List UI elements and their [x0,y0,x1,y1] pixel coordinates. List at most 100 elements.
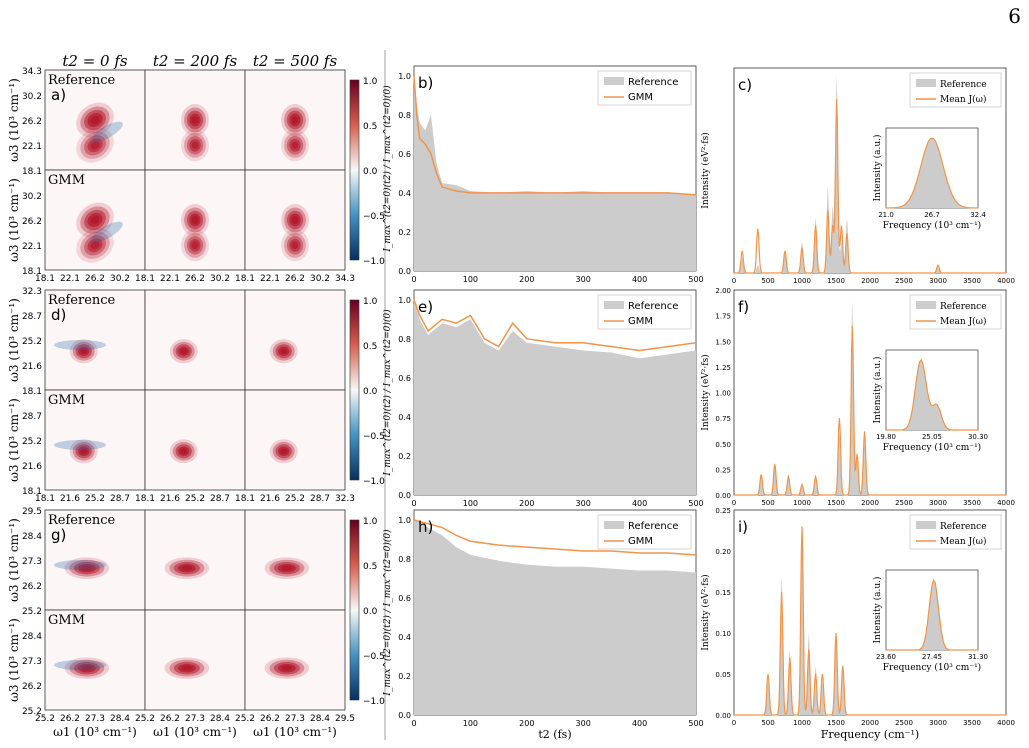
inset-x-tick: 32.4 [970,211,986,219]
map-cell [244,289,346,391]
contour-level [81,565,93,571]
map-cell [44,509,146,611]
map-x-tick: 28.7 [310,494,330,504]
legend-box [597,294,692,330]
row-label: Reference [48,513,116,528]
legend-mean-j-label: Mean J(ω) [940,94,987,105]
inset-y-label: Intensity (a.u.) [872,134,883,201]
map-y-tick: 21.6 [22,462,42,472]
spectrum-y-tick: 0.00 [715,712,731,720]
spectrum-x-tick: 2000 [861,499,879,507]
negative-contour [54,440,106,450]
t2-axis-label: t2 (fs) [538,728,571,741]
colorbar-tick: 1.0 [363,297,378,307]
legend-box [909,514,1002,550]
map-cell-frame [44,509,146,611]
map-y-tick: 34.3 [22,67,42,77]
inset-x-label: Frequency (10³ cm⁻¹) [883,662,981,673]
legend: Reference GMM [597,514,692,550]
map-y-tick: 21.6 [22,362,42,372]
inset-mean-j-line [886,358,978,431]
inset-mean-j-line [886,578,978,651]
contour-level [180,448,188,455]
frequency-axis-label: Frequency (cm⁻¹) [821,728,919,741]
panel-label: c) [738,76,752,94]
map-x-tick: 25.2 [35,714,55,724]
legend-reference-label: Reference [628,521,678,532]
reference-area [734,530,1006,715]
inset-mean-j-line [886,137,978,209]
colorbar-tick: 0.5 [363,562,377,572]
decay-plot: 0.0 0.2 0.4 0.6 0.8 1.0 0 100 200 300 400 500 h) Refe… [382,509,704,728]
spectrum-x-tick: 3000 [929,499,947,507]
map-cell-frame [244,609,346,711]
map-x-tick: 27.3 [85,714,105,724]
legend-box [597,514,692,550]
map-x-tick: 26.2 [260,714,280,724]
map-x-tick: 25.2 [235,714,255,724]
decay-y-tick: 0.8 [398,111,411,120]
map-x-tick: 22.1 [260,274,280,284]
panel-label: f) [738,298,749,316]
decay-x-tick: 400 [632,499,647,508]
gmm-line [413,299,697,352]
decay-y-tick: 0.2 [398,228,411,237]
decay-y-tick: 0.4 [398,633,411,642]
legend-box [909,72,1002,108]
contour-level [180,348,188,355]
spectrum-x-tick: 3500 [963,719,981,727]
map-y-tick: 28.7 [22,312,42,322]
map-x-tick: 28.4 [210,714,230,724]
spectrum-x-tick: 4000 [997,499,1015,507]
map-y-tick: 29.5 [22,507,42,517]
decay-y-tick: 0.8 [398,335,411,344]
omega3-axis-label: ω3 (10³ cm⁻¹) [7,618,21,702]
spectrum-x-tick: 500 [761,499,774,507]
spectrum-y-tick: 1.25 [715,364,731,372]
colorbar-tick: −0.5 [363,212,385,222]
decay-x-tick: 0 [411,719,416,728]
map-y-tick: 26.2 [22,117,42,127]
legend: Reference Mean J(ω) [909,294,1002,330]
map-cell [144,169,246,271]
legend-mean-j-label: Mean J(ω) [940,316,987,327]
spectrum-x-tick: 2000 [861,277,879,285]
map-y-tick: 30.2 [22,92,42,102]
spectrum-x-tick: 1000 [793,499,811,507]
inset-x-label: Frequency (10³ cm⁻¹) [883,442,981,453]
decay-x-tick: 200 [519,719,534,728]
legend-swatch-reference [916,301,936,309]
colorbar-tick: 0.5 [363,122,377,132]
colorbar-tick: −1.0 [363,697,385,707]
map-x-tick: 18.1 [135,494,155,504]
negative-contour [91,121,123,143]
decay-y-tick: 0.2 [398,672,411,681]
map-y-tick: 18.1 [22,267,42,277]
legend-swatch-reference [604,301,624,309]
map-x-tick: 28.4 [110,714,130,724]
map-x-tick: 30.2 [110,274,130,284]
decay-y-tick: 0.6 [398,594,411,603]
spectrum-y-tick: 0.50 [715,441,731,449]
decay-y-tick: 0.6 [398,374,411,383]
omega3-axis-label: ω3 (10³ cm⁻¹) [7,518,21,602]
legend-reference-label: Reference [940,80,987,90]
map-y-tick: 22.1 [22,142,42,152]
contour-level [191,216,199,224]
decay-y-tick: 0.4 [398,413,411,422]
spectrum-x-tick: 3000 [929,277,947,285]
panel-label: b) [418,74,433,92]
map-x-tick: 21.6 [160,494,180,504]
map-y-tick: 30.2 [22,192,42,202]
decay-x-tick: 200 [519,275,534,284]
map-x-tick: 30.2 [210,274,230,284]
negative-contour [54,660,106,670]
map-x-tick: 27.3 [285,714,305,724]
map-x-tick: 22.1 [160,274,180,284]
spectrum-y-label: Intensity (eV²·fs) [700,132,711,208]
map-y-tick: 25.2 [22,337,42,347]
legend-gmm-label: GMM [628,316,653,327]
page-number: 6 [1008,4,1021,28]
